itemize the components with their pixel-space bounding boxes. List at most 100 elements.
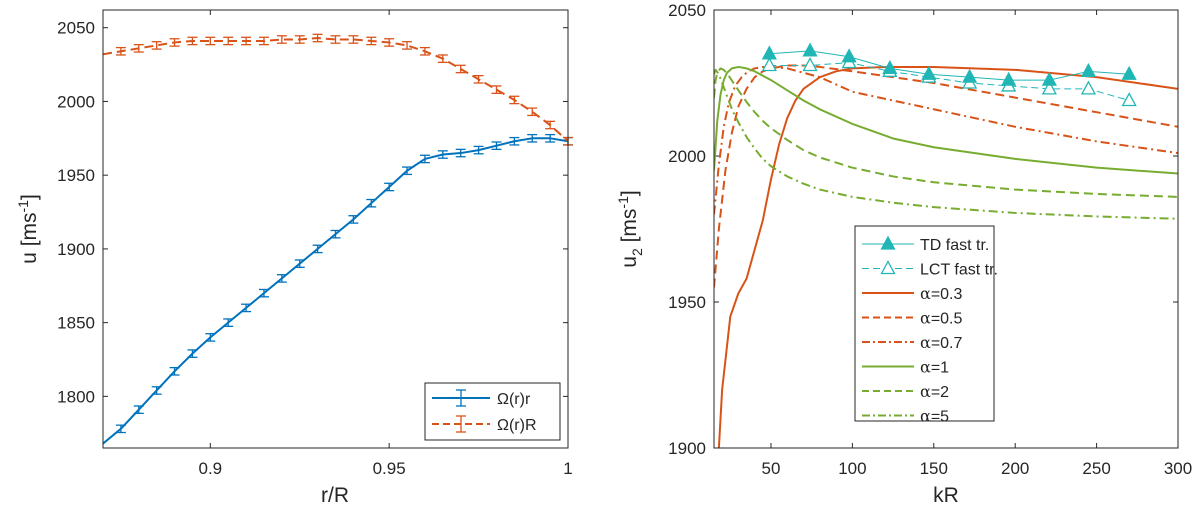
- error-bar: [330, 35, 341, 44]
- right-legend: TD fast tr. LCT fast tr. α=0.3 α=0.5 α=0.7 α=…: [854, 225, 998, 426]
- right-ylabel: u2 [ms-1]: [615, 190, 645, 267]
- y-tick-label: 2050: [57, 19, 95, 38]
- legend-label: α=1: [920, 358, 949, 377]
- error-bar: [473, 145, 484, 155]
- error-bar: [187, 349, 198, 358]
- y-tick-label: 1900: [57, 240, 95, 259]
- x-tick-label: 100: [838, 459, 866, 478]
- legend-label: LCT fast tr.: [920, 262, 998, 279]
- error-bar: [509, 136, 520, 146]
- error-bar: [384, 38, 395, 47]
- legend-label: α=5: [920, 407, 949, 426]
- x-tick-label: 150: [920, 459, 948, 478]
- x-tick-label: 0.9: [198, 459, 222, 478]
- error-bar: [169, 38, 180, 47]
- td-marker: [1041, 71, 1057, 86]
- left-legend: Ω(r)r Ω(r)R: [424, 382, 561, 441]
- td-marker: [1001, 71, 1017, 86]
- error-bar: [402, 166, 413, 176]
- error-bar: [348, 215, 359, 224]
- error-bar: [527, 133, 538, 143]
- series-line-alpha-0.5: [714, 64, 1178, 288]
- error-bar: [419, 154, 430, 164]
- legend-item: α=5: [862, 407, 949, 426]
- series-line-lct-fast: [769, 62, 1130, 102]
- legend-label: Ω(r)r: [497, 391, 531, 408]
- error-bar: [276, 35, 287, 44]
- error-bar: [455, 148, 466, 158]
- legend-item: α=0.5: [862, 309, 963, 328]
- legend-item: α=2: [862, 382, 949, 401]
- y-tick-label: 1950: [668, 293, 706, 312]
- right-axes-frame: [713, 9, 1179, 449]
- legend-item: LCT fast tr.: [862, 260, 998, 279]
- legend-item: α=0.7: [862, 333, 963, 352]
- lct-marker: [1121, 92, 1137, 107]
- right-panel: 50 100 150 200 250 300 1900 1950 2000 2050 kR u2…: [615, 1, 1192, 507]
- error-bar: [312, 33, 323, 43]
- error-bar: [366, 36, 377, 46]
- legend-item: Ω(r)R: [432, 415, 537, 434]
- error-bar: [509, 95, 520, 105]
- error-bar: [115, 46, 126, 56]
- series-line-alpha-0.3: [717, 65, 1178, 448]
- left-legend-box: [424, 382, 561, 441]
- error-bar: [419, 46, 430, 56]
- td-marker: [962, 68, 978, 83]
- legend-item: TD fast tr.: [862, 235, 989, 254]
- error-bar: [133, 405, 144, 414]
- lct-marker: [802, 57, 818, 72]
- series-line-omega-r-R: [103, 37, 568, 142]
- td-marker: [1121, 65, 1137, 80]
- series-line-alpha-1: [714, 65, 1178, 175]
- td-marker: [841, 48, 857, 63]
- series-line-td-fast: [769, 50, 1130, 81]
- y-tick-label: 1900: [668, 439, 706, 458]
- legend-label: α=0.5: [920, 309, 963, 328]
- series-line-alpha-0.7: [714, 65, 1178, 215]
- td-marker: [761, 45, 777, 60]
- error-bar: [151, 386, 162, 395]
- x-tick-label: 0.95: [373, 459, 406, 478]
- lct-marker: [1041, 80, 1057, 95]
- legend-item: α=1: [862, 358, 949, 377]
- error-bar: [545, 120, 556, 130]
- error-bar: [437, 150, 448, 159]
- error-bar: [312, 244, 323, 254]
- error-bar: [294, 35, 305, 44]
- series-line-alpha-5: [714, 68, 1178, 220]
- error-bar: [258, 288, 269, 298]
- left-xlabel: r/R: [321, 484, 349, 507]
- error-bar: [402, 41, 413, 50]
- lct-marker: [761, 57, 777, 72]
- error-bar: [187, 36, 198, 46]
- error-bar: [241, 303, 252, 313]
- x-tick-label: 250: [1082, 459, 1110, 478]
- error-bar: [437, 54, 448, 64]
- legend-label: α=0.3: [920, 284, 963, 303]
- td-marker: [802, 42, 818, 57]
- error-bar: [133, 44, 144, 53]
- error-bar: [223, 318, 234, 327]
- error-bar: [294, 259, 305, 268]
- lct-marker: [1080, 80, 1097, 95]
- error-bar: [545, 133, 556, 143]
- error-bar: [455, 64, 466, 74]
- legend-label: α=2: [920, 382, 949, 401]
- y-tick-label: 2050: [668, 1, 706, 20]
- right-xlabel: kR: [933, 484, 959, 507]
- x-tick-label: 50: [762, 459, 781, 478]
- y-tick-label: 1800: [57, 387, 95, 406]
- error-bar: [241, 36, 252, 46]
- left-panel: 0.9 0.95 1 1800 1850 1900 1950 2000 2050 r/R u …: [15, 9, 573, 507]
- x-tick-label: 1: [563, 459, 572, 478]
- legend-label: α=0.7: [920, 333, 963, 352]
- td-marker: [1080, 62, 1097, 77]
- legend-label: TD fast tr.: [920, 237, 989, 254]
- error-bar: [330, 229, 341, 239]
- y-tick-label: 1950: [57, 166, 95, 185]
- left-ylabel: u [ms-1]: [15, 194, 41, 264]
- left-plot-area: [103, 10, 568, 448]
- y-tick-label: 2000: [668, 147, 706, 166]
- left-axes-frame: [102, 9, 569, 449]
